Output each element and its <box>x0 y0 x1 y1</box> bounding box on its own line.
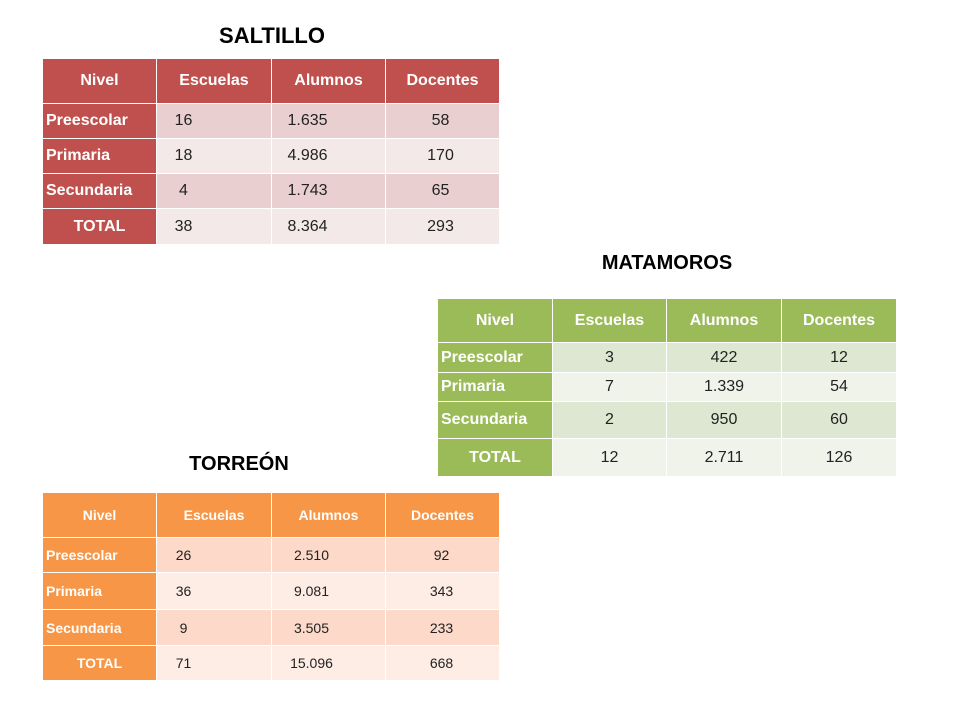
saltillo-title: SALTILLO <box>219 23 325 48</box>
row-preescolar: Preescolar 26 2.510 92 <box>42 537 500 573</box>
torreon-title: TORREÓN <box>189 453 289 475</box>
header-alumnos: Alumnos <box>666 298 782 343</box>
nivel-cell: Preescolar <box>42 103 157 139</box>
nivel-cell: TOTAL <box>437 438 553 477</box>
row-primaria: Primaria 36 9.081 343 <box>42 572 500 610</box>
escuelas-cell: 2 <box>552 401 667 439</box>
escuelas-cell: 4 <box>156 173 272 209</box>
docentes-cell: 668 <box>385 645 500 681</box>
header-nivel: Nivel <box>42 492 157 538</box>
alumnos-cell: 2.510 <box>271 537 386 573</box>
header-alumnos: Alumnos <box>271 58 386 104</box>
docentes-cell: 293 <box>385 208 500 245</box>
nivel-cell: Preescolar <box>437 342 553 373</box>
header-row: Nivel Escuelas Alumnos Docentes <box>42 58 500 104</box>
row-total: TOTAL 38 8.364 293 <box>42 208 500 245</box>
header-alumnos: Alumnos <box>271 492 386 538</box>
header-row: Nivel Escuelas Alumnos Docentes <box>437 298 897 343</box>
header-row: Nivel Escuelas Alumnos Docentes <box>42 492 500 538</box>
alumnos-cell: 422 <box>666 342 782 373</box>
nivel-cell: Secundaria <box>437 401 553 439</box>
nivel-cell: Secundaria <box>42 173 157 209</box>
alumnos-cell: 950 <box>666 401 782 439</box>
row-secundaria: Secundaria 4 1.743 65 <box>42 173 500 209</box>
header-docentes: Docentes <box>385 492 500 538</box>
alumnos-cell: 1.339 <box>666 372 782 402</box>
nivel-cell: Preescolar <box>42 537 157 573</box>
alumnos-cell: 1.743 <box>271 173 386 209</box>
nivel-cell: TOTAL <box>42 645 157 681</box>
row-secundaria: Secundaria 9 3.505 233 <box>42 609 500 646</box>
nivel-cell: Secundaria <box>42 609 157 646</box>
docentes-cell: 170 <box>385 138 500 174</box>
row-preescolar: Preescolar 16 1.635 58 <box>42 103 500 139</box>
header-docentes: Docentes <box>781 298 897 343</box>
escuelas-cell: 12 <box>552 438 667 477</box>
escuelas-cell: 18 <box>156 138 272 174</box>
row-primaria: Primaria 7 1.339 54 <box>437 372 897 402</box>
docentes-cell: 233 <box>385 609 500 646</box>
row-total: TOTAL 71 15.096 668 <box>42 645 500 681</box>
docentes-cell: 12 <box>781 342 897 373</box>
docentes-cell: 92 <box>385 537 500 573</box>
alumnos-cell: 3.505 <box>271 609 386 646</box>
escuelas-cell: 3 <box>552 342 667 373</box>
nivel-cell: Primaria <box>42 572 157 610</box>
escuelas-cell: 71 <box>156 645 272 681</box>
escuelas-cell: 26 <box>156 537 272 573</box>
matamoros-table: Nivel Escuelas Alumnos Docentes Preescol… <box>437 298 897 477</box>
matamoros-title: MATAMOROS <box>601 252 733 274</box>
nivel-cell: TOTAL <box>42 208 157 245</box>
nivel-cell: Primaria <box>42 138 157 174</box>
row-total: TOTAL 12 2.711 126 <box>437 438 897 477</box>
docentes-cell: 65 <box>385 173 500 209</box>
alumnos-cell: 15.096 <box>271 645 386 681</box>
docentes-cell: 60 <box>781 401 897 439</box>
header-escuelas: Escuelas <box>156 492 272 538</box>
alumnos-cell: 9.081 <box>271 572 386 610</box>
escuelas-cell: 38 <box>156 208 272 245</box>
alumnos-cell: 2.711 <box>666 438 782 477</box>
docentes-cell: 126 <box>781 438 897 477</box>
escuelas-cell: 7 <box>552 372 667 402</box>
header-escuelas: Escuelas <box>552 298 667 343</box>
header-docentes: Docentes <box>385 58 500 104</box>
alumnos-cell: 4.986 <box>271 138 386 174</box>
docentes-cell: 58 <box>385 103 500 139</box>
alumnos-cell: 8.364 <box>271 208 386 245</box>
torreon-table: Nivel Escuelas Alumnos Docentes Preescol… <box>42 492 500 681</box>
alumnos-cell: 1.635 <box>271 103 386 139</box>
row-preescolar: Preescolar 3 422 12 <box>437 342 897 373</box>
docentes-cell: 54 <box>781 372 897 402</box>
header-escuelas: Escuelas <box>156 58 272 104</box>
header-nivel: Nivel <box>437 298 553 343</box>
escuelas-cell: 16 <box>156 103 272 139</box>
escuelas-cell: 9 <box>156 609 272 646</box>
row-primaria: Primaria 18 4.986 170 <box>42 138 500 174</box>
header-nivel: Nivel <box>42 58 157 104</box>
row-secundaria: Secundaria 2 950 60 <box>437 401 897 439</box>
saltillo-table: Nivel Escuelas Alumnos Docentes Preescol… <box>42 58 500 245</box>
escuelas-cell: 36 <box>156 572 272 610</box>
nivel-cell: Primaria <box>437 372 553 402</box>
docentes-cell: 343 <box>385 572 500 610</box>
